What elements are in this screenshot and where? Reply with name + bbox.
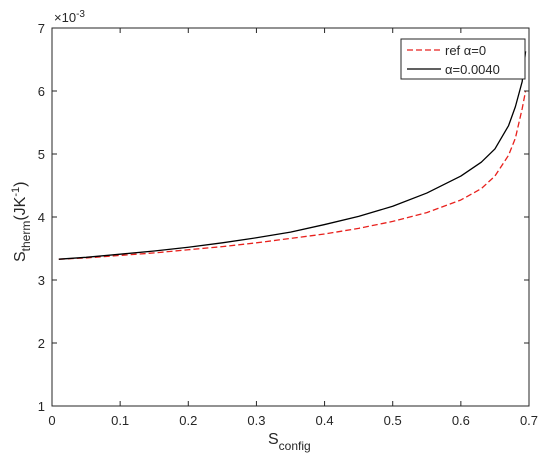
- x-tick-label: 0.4: [316, 413, 334, 428]
- plot-frame: [51, 27, 530, 407]
- plot-area: [52, 28, 529, 406]
- x-tick-label: 0: [48, 413, 55, 428]
- legend-label-alpha: α=0.0040: [445, 62, 500, 77]
- y-exponent-label: ×10-3: [54, 9, 85, 25]
- legend-label-ref: ref α=0: [445, 43, 486, 58]
- y-tick-label: 4: [38, 210, 45, 225]
- y-tick-label: 7: [38, 21, 45, 36]
- y-tick-label: 3: [38, 273, 45, 288]
- y-axis-label: Stherm(JK-1): [10, 182, 33, 262]
- x-tick-label: 0.3: [247, 413, 265, 428]
- y-tick-label: 6: [38, 84, 45, 99]
- legend-box: [400, 38, 526, 80]
- x-tick-label: 0.1: [111, 413, 129, 428]
- x-tick-label: 0.7: [520, 413, 538, 428]
- tick-layer: 0 0.1 0.2 0.3 0.4 0.5 0.6 0.7 1 2 3 4 5 6 7: [38, 21, 538, 428]
- x-tick-label: 0.5: [384, 413, 402, 428]
- series-line-ref: [58, 90, 527, 260]
- x-axis-label: Sconfig: [268, 431, 311, 453]
- x-tick-label: 0.6: [452, 413, 470, 428]
- y-tick-label: 2: [38, 336, 45, 351]
- series-layer: [58, 51, 527, 260]
- legend: ref α=0 α=0.0040: [400, 38, 526, 80]
- y-tick-label: 5: [38, 147, 45, 162]
- series-line-alpha: [58, 51, 527, 260]
- x-tick-label: 0.2: [179, 413, 197, 428]
- y-tick-label: 1: [38, 399, 45, 414]
